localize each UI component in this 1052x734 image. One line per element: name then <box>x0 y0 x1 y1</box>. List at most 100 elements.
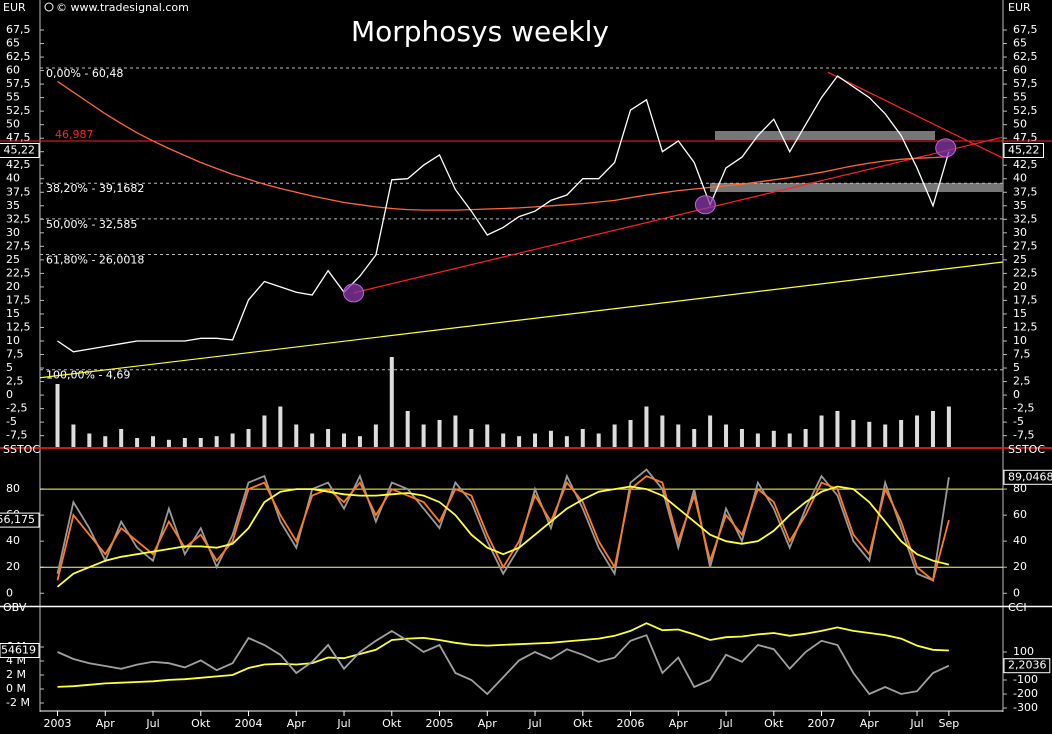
chart-title: Morphosys weekly <box>351 15 609 48</box>
x-tick-label: Apr <box>478 717 498 730</box>
y-tick-label: 40 <box>6 534 20 547</box>
y-tick-label: 0 <box>6 388 13 401</box>
y-tick-label: 65 <box>1013 37 1027 50</box>
value-box <box>0 143 40 159</box>
y-tick-label: 25 <box>6 253 20 266</box>
volume-bar <box>357 436 362 447</box>
level-label: 38,20% - 39,1682 <box>46 182 144 195</box>
y-tick-label: 42,5 <box>1013 158 1038 171</box>
x-tick-label: Okt <box>764 717 784 730</box>
volume-bar <box>930 411 935 447</box>
volume-bar <box>501 433 506 447</box>
x-tick-label: Jul <box>527 717 541 730</box>
y-tick-label: 22,5 <box>6 266 31 279</box>
value-label: 56,175 <box>0 513 35 526</box>
volume-bar <box>405 411 410 447</box>
y-tick-label: 0 <box>6 586 13 599</box>
y-tick-label: 67,5 <box>6 23 31 36</box>
y-tick-label: 12,5 <box>1013 320 1038 333</box>
x-tick-label: Jul <box>718 717 732 730</box>
volume-bar <box>342 433 347 447</box>
y-tick-label: 17,5 <box>1013 293 1038 306</box>
volume-bar <box>564 436 569 447</box>
x-tick-label: Apr <box>860 717 880 730</box>
axis-label: EUR <box>1008 1 1031 14</box>
volume-bar <box>278 406 283 447</box>
trend-line <box>353 136 1004 294</box>
axis-label: EUR <box>3 1 26 14</box>
y-tick-label: 52,5 <box>6 104 31 117</box>
value-label: 45,22 <box>1008 144 1040 157</box>
volume-bar <box>628 420 633 447</box>
y-tick-label: 30 <box>1013 226 1027 239</box>
axis-label: SSTOC <box>1008 443 1045 456</box>
x-tick-label: Jul <box>909 717 923 730</box>
volume-bar <box>182 438 187 447</box>
y-tick-label: 60 <box>6 64 20 77</box>
level-label: 100,00% - 4,69 <box>46 369 130 382</box>
axis-label: SSTOC <box>3 443 40 456</box>
volume-bar <box>437 420 442 447</box>
y-tick-label: 65 <box>6 37 20 50</box>
x-tick-label: 2006 <box>617 717 645 730</box>
volume-bar <box>453 415 458 447</box>
y-tick-label: 60 <box>1013 508 1027 521</box>
y-tick-label: 5 <box>6 361 13 374</box>
series-line <box>57 75 950 353</box>
y-tick-label: 52,5 <box>1013 104 1038 117</box>
series-line <box>57 80 949 211</box>
level-label: 50,00% - 32,585 <box>46 218 137 231</box>
y-tick-label: 100 <box>1013 645 1034 658</box>
value-label: 2,2036 <box>1008 659 1047 672</box>
volume-bar <box>915 415 920 447</box>
value-box <box>1003 658 1051 674</box>
y-tick-label: 35 <box>6 199 20 212</box>
y-tick-label: 30 <box>6 226 20 239</box>
volume-bar <box>596 433 601 447</box>
series-line <box>57 629 950 696</box>
y-tick-label: 62,5 <box>1013 50 1038 63</box>
volume-bar <box>469 429 474 447</box>
volume-bar <box>389 357 394 447</box>
volume-bar <box>612 424 617 447</box>
volume-bar <box>166 439 171 447</box>
x-tick-label: Okt <box>573 717 593 730</box>
y-tick-label: 25 <box>1013 253 1027 266</box>
highlight <box>343 283 365 303</box>
y-tick-label: 27,5 <box>1013 239 1038 252</box>
series-line <box>56 485 950 588</box>
y-tick-label: -5 <box>6 415 17 428</box>
y-tick-label: 40 <box>1013 534 1027 547</box>
y-tick-label: 40 <box>1013 172 1027 185</box>
y-tick-label: 42,5 <box>6 158 31 171</box>
y-tick-label: 20 <box>1013 560 1027 573</box>
y-tick-label: 47,5 <box>1013 131 1038 144</box>
y-tick-label: -100 <box>1013 673 1038 686</box>
volume-bar <box>230 433 235 447</box>
volume-bar <box>851 420 856 447</box>
y-tick-label: 20 <box>6 560 20 573</box>
volume-bar <box>867 421 872 447</box>
y-tick-label: 35 <box>1013 199 1027 212</box>
value-box <box>1003 143 1044 159</box>
y-tick-label: 7,5 <box>1013 348 1031 361</box>
volume-bar <box>71 424 76 447</box>
x-tick-label: Jul <box>145 717 159 730</box>
x-tick-label: 2007 <box>808 717 836 730</box>
volume-bar <box>548 430 553 447</box>
y-tick-label: 20 <box>6 280 20 293</box>
volume-bar <box>660 415 665 447</box>
value-label: 89,0468 <box>1008 470 1052 483</box>
y-tick-label: -7,5 <box>1013 429 1034 442</box>
y-tick-label: 10 <box>1013 334 1027 347</box>
y-tick-label: 0 <box>1013 388 1020 401</box>
volume-bar <box>803 429 808 447</box>
volume-bar <box>87 433 92 447</box>
x-tick-label: Apr <box>669 717 689 730</box>
copyright-icon <box>44 2 54 12</box>
x-tick-label: Sep <box>939 717 960 730</box>
x-tick-label: 2005 <box>426 717 454 730</box>
x-tick-label: Okt <box>191 717 211 730</box>
volume-bar <box>246 429 251 447</box>
